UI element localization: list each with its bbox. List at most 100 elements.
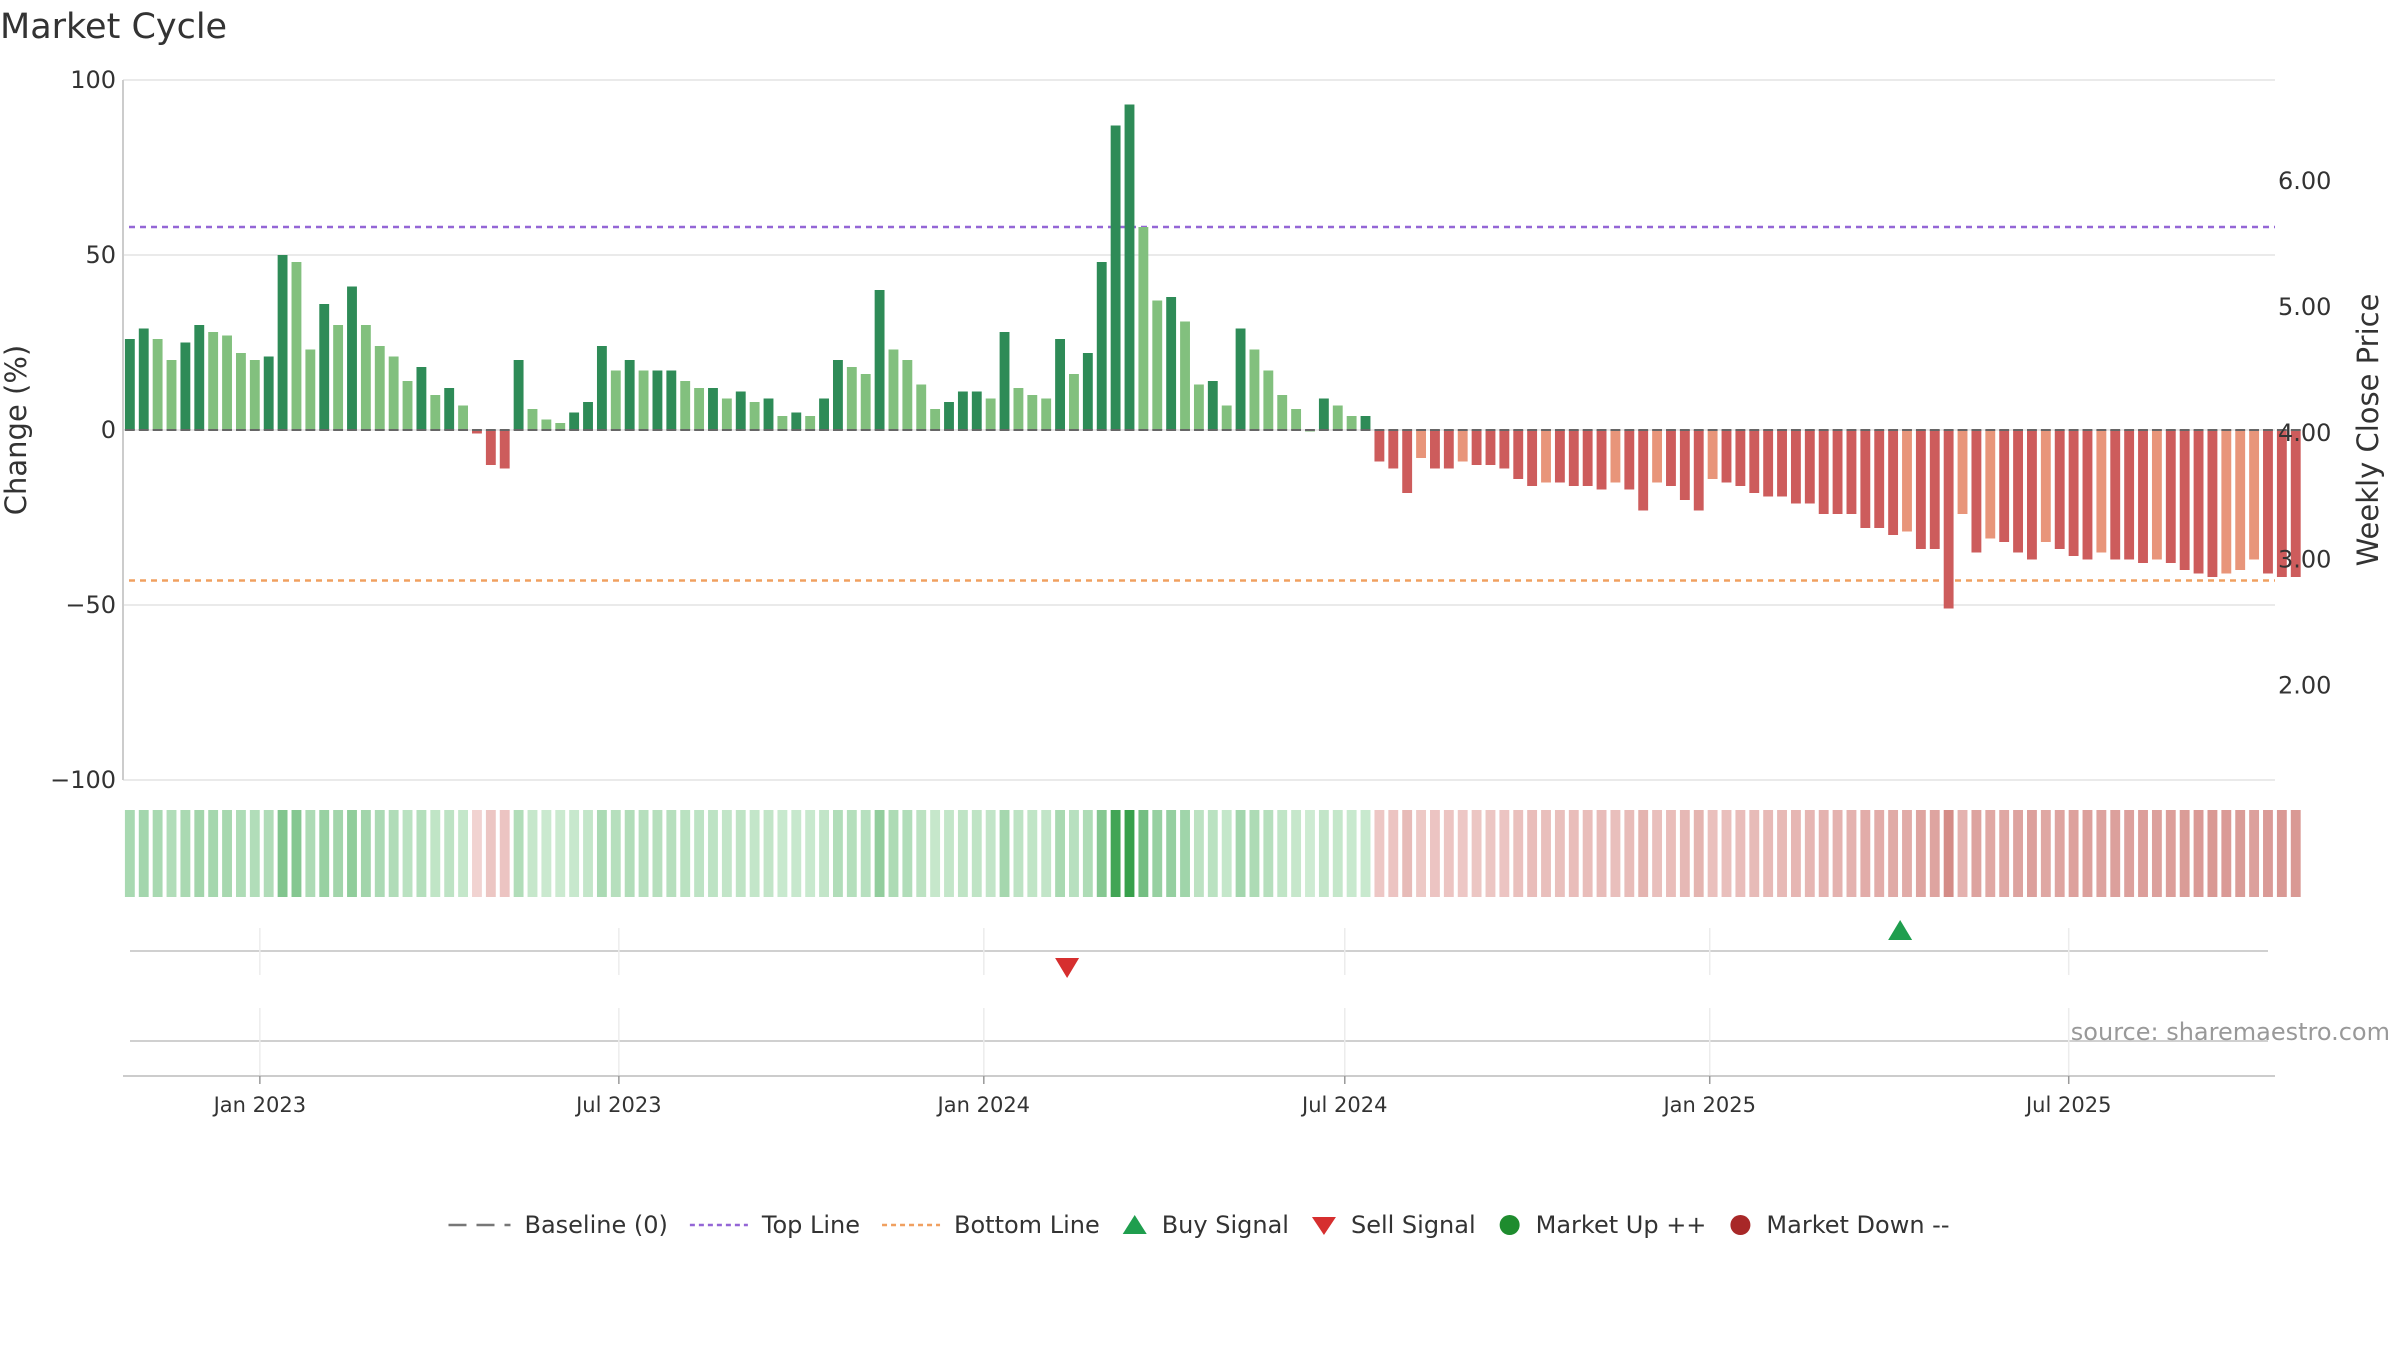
heat-cell bbox=[735, 810, 746, 897]
bar bbox=[708, 388, 718, 430]
heat-cell bbox=[527, 810, 538, 897]
bar bbox=[499, 430, 510, 469]
heat-cell bbox=[513, 810, 524, 897]
heat-cell bbox=[1804, 810, 1815, 897]
heat-cell bbox=[2151, 810, 2162, 897]
bar bbox=[1610, 430, 1621, 483]
heat-cell bbox=[2179, 810, 2190, 897]
heat-cell bbox=[2124, 810, 2135, 897]
heat-cell bbox=[208, 810, 219, 897]
bar bbox=[944, 402, 954, 430]
heat-cell bbox=[249, 810, 260, 897]
bar bbox=[1332, 405, 1343, 430]
heat-cell bbox=[1041, 810, 1052, 897]
bar bbox=[1874, 430, 1885, 528]
y-tick-label: 50 bbox=[85, 241, 116, 269]
heat-cell bbox=[458, 810, 469, 897]
bar bbox=[2054, 430, 2065, 549]
bar bbox=[2027, 430, 2037, 560]
legend-label: Buy Signal bbox=[1162, 1211, 1289, 1239]
heat-cell bbox=[583, 810, 593, 897]
heat-cell bbox=[1735, 810, 1746, 897]
bar bbox=[888, 349, 899, 430]
chart-title: Market Cycle bbox=[0, 7, 227, 47]
bar bbox=[1749, 430, 1760, 493]
bar bbox=[235, 353, 246, 430]
legend-items: Baseline (0) Top Line Bottom Line Buy Signa… bbox=[448, 1211, 1950, 1239]
heat-cell bbox=[2013, 810, 2023, 897]
heat-cell bbox=[2096, 810, 2107, 897]
heat-cell bbox=[1471, 810, 1482, 897]
heat-cell bbox=[2110, 810, 2121, 897]
bar bbox=[1416, 430, 1426, 458]
bar bbox=[360, 325, 371, 430]
bar bbox=[1193, 384, 1204, 430]
bar bbox=[2290, 430, 2301, 577]
bar bbox=[1679, 430, 1690, 500]
heat-cell bbox=[1513, 810, 1524, 897]
bar bbox=[416, 367, 427, 430]
bar bbox=[832, 360, 843, 430]
heat-cell bbox=[2138, 810, 2148, 897]
bar bbox=[1568, 430, 1579, 486]
source-note: source: sharemaestro.com bbox=[2071, 1018, 2390, 1046]
heat-cell bbox=[1777, 810, 1787, 897]
heat-cell bbox=[916, 810, 927, 897]
heat-cell bbox=[2068, 810, 2079, 897]
heat-cell bbox=[1360, 810, 1371, 897]
heat-cell bbox=[1499, 810, 1510, 897]
bar bbox=[1124, 104, 1135, 430]
bar bbox=[721, 398, 732, 430]
bar bbox=[1929, 430, 1940, 549]
heat-cell bbox=[166, 810, 177, 897]
bar bbox=[1263, 370, 1274, 430]
x-tick-label: Jan 2025 bbox=[1661, 1093, 1756, 1117]
bar bbox=[1554, 430, 1565, 483]
heat-cell bbox=[333, 810, 344, 897]
sell-signal-marker bbox=[1055, 958, 1080, 978]
heat-cell bbox=[499, 810, 510, 897]
heat-cell bbox=[1291, 810, 1302, 897]
bar bbox=[347, 286, 357, 430]
bar bbox=[1818, 430, 1829, 514]
heat-cell bbox=[944, 810, 954, 897]
heat-cell bbox=[388, 810, 399, 897]
x-tick-label: Jan 2024 bbox=[936, 1093, 1031, 1117]
legend-item-bottom: Bottom Line bbox=[882, 1211, 1100, 1239]
bar bbox=[1471, 430, 1482, 465]
heat-cell bbox=[2165, 810, 2176, 897]
heat-cell bbox=[1846, 810, 1857, 897]
heat-cell bbox=[1305, 810, 1315, 897]
heat-cell bbox=[347, 810, 357, 897]
bar bbox=[2110, 430, 2121, 560]
bar bbox=[1499, 430, 1510, 469]
heat-cell bbox=[860, 810, 871, 897]
bar bbox=[222, 335, 232, 430]
bar bbox=[1249, 349, 1260, 430]
bar bbox=[1721, 430, 1732, 483]
heat-cell bbox=[138, 810, 149, 897]
heat-cell bbox=[1638, 810, 1649, 897]
heat-cell bbox=[194, 810, 205, 897]
bar bbox=[1541, 430, 1551, 483]
heat-cell bbox=[1430, 810, 1440, 897]
bar bbox=[527, 409, 538, 430]
bar bbox=[1166, 297, 1177, 430]
heat-cell bbox=[374, 810, 385, 897]
bar bbox=[680, 381, 691, 430]
heat-cell bbox=[1666, 810, 1676, 897]
bar bbox=[1832, 430, 1843, 514]
bar bbox=[652, 370, 663, 430]
heat-cell bbox=[277, 810, 288, 897]
bar bbox=[472, 430, 482, 434]
bar bbox=[1291, 409, 1302, 430]
heat-cell bbox=[666, 810, 677, 897]
y-right-tick-label: 5.00 bbox=[2278, 293, 2331, 321]
bar bbox=[971, 391, 982, 430]
bar bbox=[513, 360, 524, 430]
bar bbox=[305, 349, 316, 430]
bar bbox=[930, 409, 941, 430]
legend-item-sell: Sell Signal bbox=[1311, 1211, 1476, 1239]
heat-cell bbox=[485, 810, 496, 897]
